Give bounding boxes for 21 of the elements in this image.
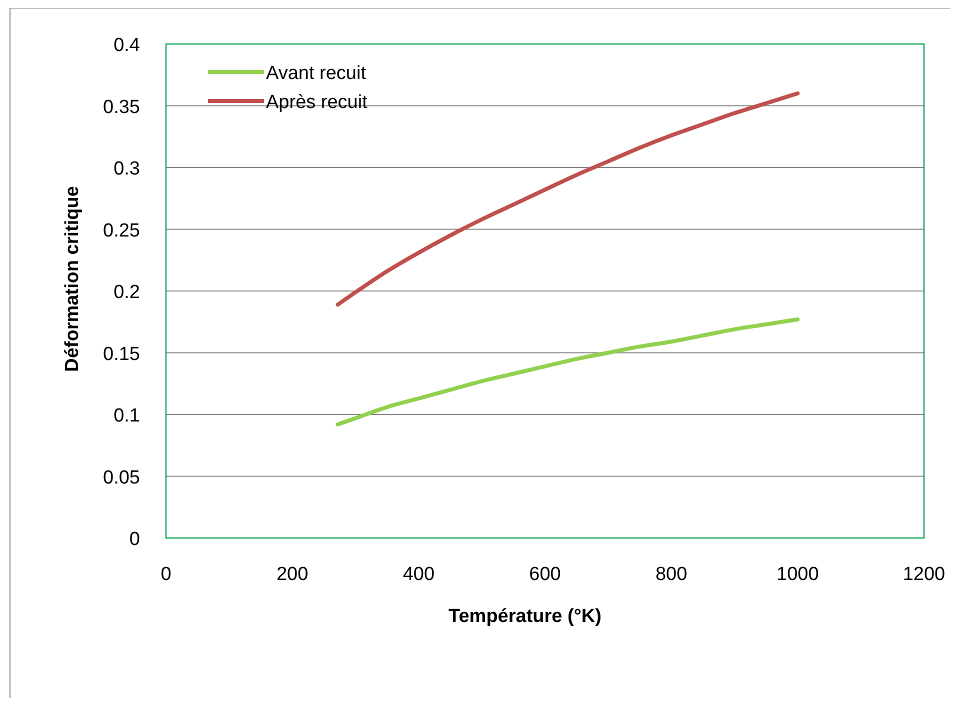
y-tick-label: 0.25 xyxy=(103,220,140,242)
legend-label: Après recuit xyxy=(266,92,368,113)
y-tick-label: 0 xyxy=(129,529,140,550)
x-tick-label: 1200 xyxy=(902,564,946,585)
x-tick-label: 200 xyxy=(276,564,308,585)
y-axis-title: Déformation critique xyxy=(62,186,83,372)
y-tick-label: 0.15 xyxy=(103,344,140,365)
x-tick-label: 600 xyxy=(529,564,561,585)
y-tick-label: 0.3 xyxy=(114,158,140,180)
legend-label: Avant recuit xyxy=(266,63,367,84)
y-tick-label: 0.1 xyxy=(114,406,140,426)
x-tick-label: 0 xyxy=(160,564,172,585)
x-tick-label: 400 xyxy=(402,564,435,585)
x-axis-title: Température (°K) xyxy=(448,606,602,627)
x-tick-label: 1000 xyxy=(776,564,819,585)
y-tick-label: 0.35 xyxy=(103,96,140,118)
y-tick-label: 0.4 xyxy=(114,35,140,56)
y-tick-label: 0.2 xyxy=(114,282,140,303)
x-tick-label: 800 xyxy=(655,564,688,585)
line-series xyxy=(336,317,800,426)
y-tick-label: 0.05 xyxy=(103,467,140,488)
